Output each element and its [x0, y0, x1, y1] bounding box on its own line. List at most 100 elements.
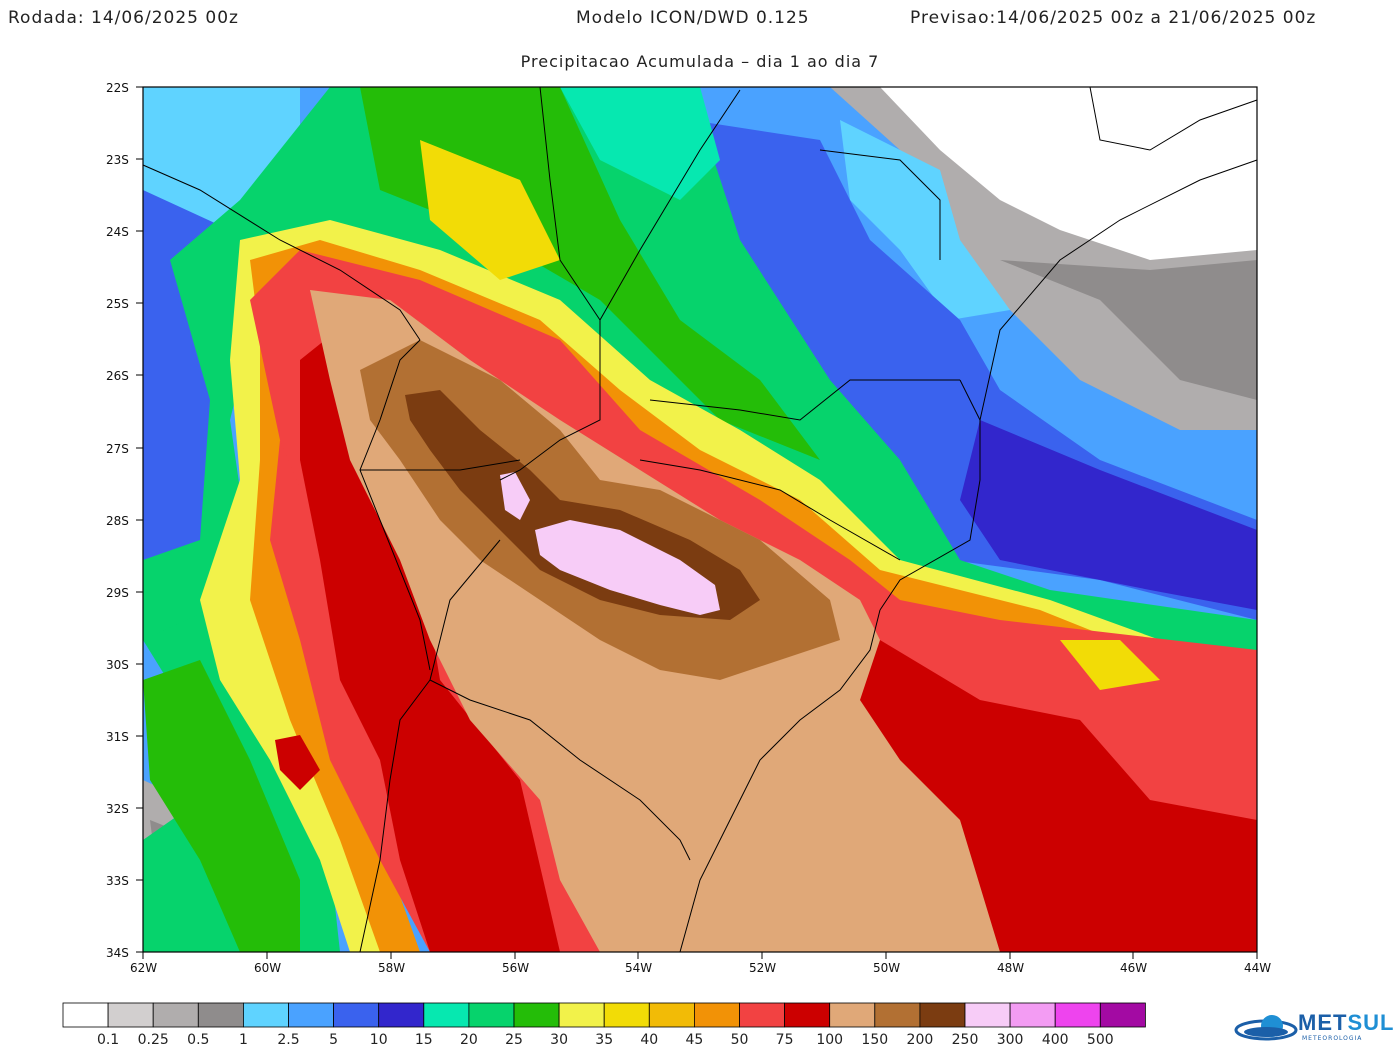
lon-label: 54W [625, 961, 652, 975]
precipitation-field [143, 87, 1257, 952]
logo-brand-a: MET [1298, 1010, 1348, 1035]
lon-tick: 52W [749, 952, 776, 975]
colorbar-swatch [829, 1002, 876, 1028]
forecast-period-label: Previsao:14/06/2025 00z a 21/06/2025 00z [910, 8, 1317, 28]
longitude-axis: 62W 60W 58W 56W 54W 52W 50W 48W 46W 44W [130, 952, 1271, 975]
colorbar-level-label: 300 [997, 1032, 1024, 1048]
colorbar-level-label: 200 [907, 1032, 934, 1048]
lon-tick: 60W [254, 952, 281, 975]
colorbar-level-label: 0.1 [97, 1032, 119, 1048]
colorbar-swatch [1054, 1002, 1101, 1028]
colorbar-level-label: 10 [370, 1032, 388, 1048]
lat-label: 24S [106, 225, 129, 239]
logo-brand-b: SUL [1347, 1010, 1395, 1035]
colorbar-swatch [152, 1002, 199, 1028]
colorbar-swatch [107, 1002, 154, 1028]
colorbar-swatch [739, 1002, 785, 1028]
colorbar-swatch [423, 1002, 470, 1028]
lat-tick: 22S [106, 81, 143, 95]
logo-brand: METSUL [1298, 1010, 1394, 1036]
lon-label: 44W [1244, 961, 1271, 975]
lat-tick: 33S [106, 874, 143, 888]
lon-tick: 56W [502, 952, 529, 975]
colorbar-level-label: 15 [415, 1032, 433, 1048]
colorbar-swatch [378, 1002, 425, 1028]
colorbar-level-label: 35 [595, 1032, 613, 1048]
lat-label: 25S [106, 297, 129, 311]
lat-tick: 34S [106, 946, 143, 960]
lat-label: 22S [106, 81, 129, 95]
lon-label: 52W [749, 961, 776, 975]
lat-label: 30S [106, 658, 129, 672]
colorbar-swatch [197, 1002, 244, 1028]
lon-label: 60W [254, 961, 281, 975]
colorbar-swatch [919, 1002, 966, 1028]
metsul-logo: METSUL METEOROLOGIA [1232, 1008, 1394, 1048]
lat-tick: 26S [106, 369, 143, 383]
colorbar-swatches [62, 1002, 1146, 1028]
colorbar-swatch [468, 1002, 515, 1028]
colorbar-swatch [62, 1002, 109, 1028]
lon-label: 50W [873, 961, 900, 975]
lat-tick: 30S [106, 658, 143, 672]
lat-tick: 31S [106, 730, 143, 744]
latitude-axis: 22S 23S 24S 25S 26S 27S 28S 29S 30S 31S … [106, 81, 143, 960]
colorbar-labels: 0.1 0.25 0.5 1 2.5 5 10 15 20 25 30 35 40 45 50 75 100 15… [97, 1032, 1114, 1048]
colorbar-swatch [603, 1002, 650, 1028]
map-subtitle: Precipitacao Acumulada – dia 1 ao dia 7 [520, 52, 880, 71]
logo-tagline: METEOROLOGIA [1302, 1035, 1363, 1042]
colorbar-level-label: 5 [329, 1032, 338, 1048]
colorbar-swatch [648, 1002, 695, 1028]
colorbar-swatch [874, 1002, 921, 1028]
colorbar-level-label: 45 [685, 1032, 703, 1048]
colorbar-level-label: 40 [640, 1032, 658, 1048]
lon-label: 46W [1120, 961, 1147, 975]
colorbar-swatch [1009, 1002, 1056, 1028]
lon-tick: 50W [873, 952, 900, 975]
colorbar-level-label: 75 [776, 1032, 794, 1048]
lat-label: 26S [106, 369, 129, 383]
colorbar-level-label: 2.5 [277, 1032, 299, 1048]
lon-tick: 58W [378, 952, 405, 975]
lat-tick: 28S [106, 514, 143, 528]
lat-tick: 25S [106, 297, 143, 311]
lon-tick: 44W [1244, 952, 1271, 975]
lon-tick: 54W [625, 952, 652, 975]
political-boundaries [142, 86, 1258, 953]
colorbar-level-label: 1 [239, 1032, 248, 1048]
lat-label: 23S [106, 153, 129, 167]
colorbar-level-label: 30 [550, 1032, 568, 1048]
colorbar-level-label: 500 [1087, 1032, 1114, 1048]
colorbar-level-label: 150 [861, 1032, 888, 1048]
run-label: Rodada: 14/06/2025 00z [8, 8, 239, 28]
colorbar-swatch [513, 1002, 560, 1028]
lon-label: 48W [997, 961, 1024, 975]
lon-label: 56W [502, 961, 529, 975]
colorbar-level-label: 400 [1042, 1032, 1069, 1048]
lon-label: 62W [130, 961, 157, 975]
globe-icon [1234, 1015, 1298, 1041]
colorbar-swatch [964, 1002, 1011, 1028]
colorbar-swatch [784, 1002, 831, 1028]
colorbar-swatch [288, 1002, 334, 1028]
lon-tick: 46W [1120, 952, 1147, 975]
colorbar-swatch [333, 1002, 380, 1028]
lat-tick: 24S [106, 225, 143, 239]
lon-tick: 48W [997, 952, 1024, 975]
colorbar-level-label: 0.25 [138, 1032, 169, 1048]
lat-label: 34S [106, 946, 129, 960]
lat-label: 28S [106, 514, 129, 528]
colorbar-level-label: 0.5 [187, 1032, 209, 1048]
model-label: Modelo ICON/DWD 0.125 [576, 8, 810, 28]
lat-tick: 23S [106, 153, 143, 167]
colorbar-level-label: 20 [460, 1032, 478, 1048]
colorbar-swatch [1099, 1002, 1146, 1028]
colorbar-swatch [694, 1002, 740, 1028]
lon-label: 58W [378, 961, 405, 975]
lat-tick: 29S [106, 586, 143, 600]
lat-tick: 32S [106, 802, 143, 816]
lat-label: 33S [106, 874, 129, 888]
lat-label: 32S [106, 802, 129, 816]
colorbar-level-label: 25 [505, 1032, 523, 1048]
colorbar-level-label: 100 [816, 1032, 843, 1048]
